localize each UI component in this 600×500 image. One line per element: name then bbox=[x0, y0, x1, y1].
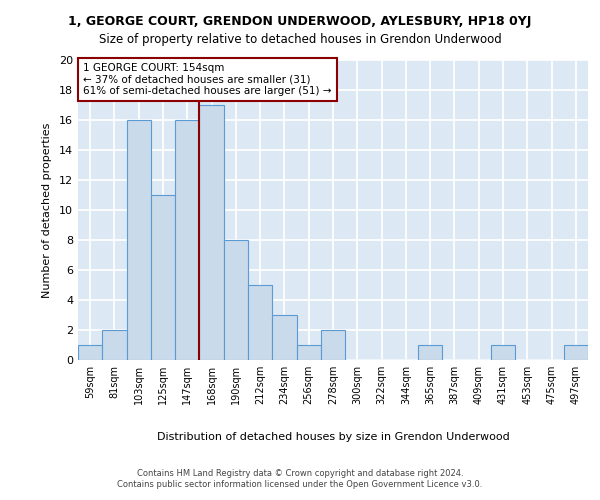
Bar bbox=[418, 345, 442, 360]
Bar bbox=[102, 330, 127, 360]
Bar bbox=[199, 105, 224, 360]
Bar bbox=[248, 285, 272, 360]
Bar bbox=[78, 345, 102, 360]
Bar bbox=[224, 240, 248, 360]
Bar bbox=[127, 120, 151, 360]
Bar bbox=[491, 345, 515, 360]
Text: Distribution of detached houses by size in Grendon Underwood: Distribution of detached houses by size … bbox=[157, 432, 509, 442]
Bar bbox=[272, 315, 296, 360]
Y-axis label: Number of detached properties: Number of detached properties bbox=[42, 122, 52, 298]
Text: 1 GEORGE COURT: 154sqm
← 37% of detached houses are smaller (31)
61% of semi-det: 1 GEORGE COURT: 154sqm ← 37% of detached… bbox=[83, 63, 332, 96]
Bar bbox=[564, 345, 588, 360]
Bar bbox=[151, 195, 175, 360]
Bar bbox=[175, 120, 199, 360]
Text: Contains HM Land Registry data © Crown copyright and database right 2024.: Contains HM Land Registry data © Crown c… bbox=[137, 468, 463, 477]
Text: Contains public sector information licensed under the Open Government Licence v3: Contains public sector information licen… bbox=[118, 480, 482, 489]
Text: Size of property relative to detached houses in Grendon Underwood: Size of property relative to detached ho… bbox=[98, 32, 502, 46]
Bar bbox=[296, 345, 321, 360]
Bar bbox=[321, 330, 345, 360]
Text: 1, GEORGE COURT, GRENDON UNDERWOOD, AYLESBURY, HP18 0YJ: 1, GEORGE COURT, GRENDON UNDERWOOD, AYLE… bbox=[68, 15, 532, 28]
